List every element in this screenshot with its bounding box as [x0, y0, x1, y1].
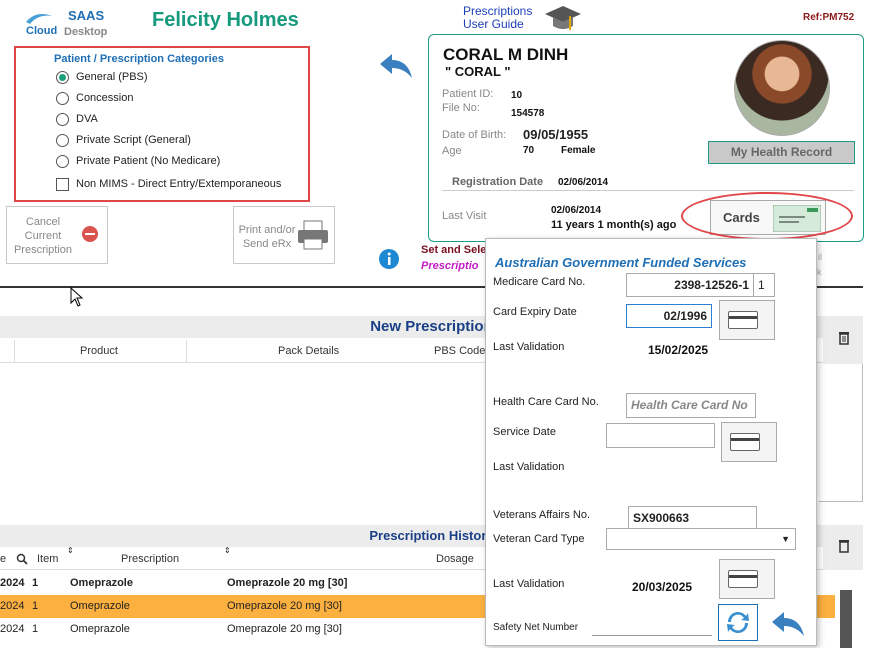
radio[interactable] [56, 154, 69, 168]
patient-photo [734, 40, 830, 136]
category-general-pbs[interactable]: General (PBS) [56, 69, 148, 85]
print-send-erx-button[interactable]: Print and/or Send eRx [233, 206, 335, 264]
vet-card-type-label: Veteran Card Type [493, 533, 585, 545]
radio[interactable] [56, 91, 69, 105]
section-divider [0, 286, 863, 288]
file-no-value: 154578 [511, 108, 545, 119]
file-no-label: File No: [442, 102, 480, 114]
set-select-text: Set and Sele [421, 244, 487, 256]
medicare-number-input[interactable]: 2398-12526-1 [626, 273, 754, 297]
dva-validate-button[interactable] [719, 559, 775, 599]
reference-code: Ref:PM752 [803, 12, 855, 23]
col-pbs-code[interactable]: PBS Code [434, 345, 486, 357]
chevron-down-icon: ▼ [781, 534, 790, 544]
category-highlight-box [14, 46, 310, 202]
cards-highlight-oval [681, 192, 853, 240]
cancel-prescription-button[interactable]: Cancel Current Prescription [6, 206, 108, 264]
cancel-icon [82, 226, 98, 242]
col-product[interactable]: Product [80, 345, 118, 357]
col-dosage[interactable]: Dosage [436, 553, 474, 565]
dob-label: Date of Birth: [442, 129, 507, 141]
radio[interactable] [56, 133, 69, 147]
dva-number-input[interactable]: SX900663 [628, 506, 757, 530]
sort-icon[interactable]: ⇕ [67, 546, 74, 555]
patient-name: CORAL M DINH [443, 45, 569, 64]
user-guide-link[interactable]: Prescriptions User Guide [463, 4, 533, 31]
info-icon[interactable] [378, 248, 400, 270]
non-mims-checkbox-row[interactable]: Non MIMS - Direct Entry/Extemporaneous [56, 176, 281, 192]
printer-icon [298, 220, 328, 250]
user-name: Felicity Holmes [152, 9, 299, 31]
history-scrollbar[interactable] [840, 590, 852, 648]
dva-label: Veterans Affairs No. [493, 509, 591, 521]
mouse-cursor-icon [70, 287, 84, 307]
refresh-button[interactable] [718, 604, 758, 641]
side-text-2: k [817, 267, 822, 277]
category-dva[interactable]: DVA [56, 111, 98, 127]
side-text-1: il [818, 252, 822, 262]
medicare-label: Medicare Card No. [493, 276, 586, 288]
radio[interactable] [56, 112, 69, 126]
last-visit-date: 02/06/2014 [551, 205, 602, 216]
table-row[interactable]: 2024 1 Omeprazole Omeprazole 20 mg [30] [0, 577, 348, 589]
hc-last-validation-label: Last Validation [493, 461, 565, 473]
sort-icon[interactable]: ⇕ [224, 546, 231, 555]
search-icon[interactable] [16, 553, 28, 565]
categories-title: Patient / Prescription Categories [54, 53, 224, 65]
non-mims-checkbox[interactable] [56, 177, 69, 191]
patient-id-label: Patient ID: [442, 88, 494, 100]
patient-nickname: " CORAL " [445, 64, 511, 79]
app-logo: SAAS Cloud Desktop [26, 8, 108, 38]
dob-value: 09/05/1955 [523, 127, 589, 142]
expiry-label: Card Expiry Date [493, 306, 577, 318]
age-value: 70 [523, 145, 535, 156]
category-private-patient[interactable]: Private Patient (No Medicare) [56, 153, 220, 169]
popup-back-arrow-icon[interactable] [770, 610, 806, 638]
last-visit-ago: 11 years 1 month(s) ago [551, 219, 677, 231]
logo-swoosh-icon [26, 14, 52, 24]
last-visit-label: Last Visit [442, 210, 487, 222]
vet-card-type-select[interactable]: ▼ [606, 528, 796, 550]
dva-last-validation-label: Last Validation [493, 578, 565, 590]
col-date[interactable]: e [0, 553, 7, 565]
popup-title: Australian Government Funded Services [495, 255, 747, 270]
delete-icon[interactable] [838, 331, 850, 345]
gender-value: Female [561, 145, 596, 156]
medicare-validate-button[interactable] [719, 300, 775, 340]
refresh-icon [727, 612, 749, 633]
hc-validate-button[interactable] [721, 422, 777, 462]
last-validation-label: Last Validation [493, 341, 565, 353]
card-swipe-icon [728, 570, 758, 588]
expiry-input[interactable]: 02/1996 [626, 304, 712, 328]
hc-card-label: Health Care Card No. [493, 396, 599, 408]
delete-icon[interactable] [838, 539, 850, 553]
history-header [0, 548, 835, 570]
age-label: Age [442, 145, 462, 157]
col-item[interactable]: Item [37, 553, 59, 565]
registration-date-value: 02/06/2014 [558, 177, 609, 188]
my-health-record-button[interactable]: My Health Record [708, 141, 855, 164]
category-private-script[interactable]: Private Script (General) [56, 132, 191, 148]
registration-date-label: Registration Date [452, 176, 544, 188]
col-prescription[interactable]: Prescription [121, 553, 180, 565]
category-concession[interactable]: Concession [56, 90, 133, 106]
back-arrow-icon[interactable] [378, 52, 414, 80]
card-swipe-icon [730, 433, 760, 451]
medicare-irn-input[interactable]: 1 [753, 273, 775, 297]
card-swipe-icon [728, 311, 758, 329]
radio-selected[interactable] [56, 70, 69, 84]
col-pack-details[interactable]: Pack Details [278, 345, 340, 357]
dva-last-validation: 20/03/2025 [632, 580, 693, 594]
card-divider [442, 190, 854, 191]
hc-card-input[interactable]: Health Care Card No [626, 393, 756, 418]
patient-id-value: 10 [511, 90, 523, 101]
safety-net-label: Safety Net Number [493, 622, 579, 633]
service-date-label: Service Date [493, 426, 556, 438]
safety-net-input[interactable] [592, 635, 712, 636]
medicare-last-validation: 15/02/2025 [648, 343, 709, 357]
table-row[interactable]: 2024 1 Omeprazole Omeprazole 20 mg [30] [0, 623, 342, 635]
prescription-link-partial[interactable]: Prescriptio [421, 260, 479, 272]
graduation-cap-icon[interactable] [543, 2, 583, 34]
service-date-input[interactable] [606, 423, 715, 448]
